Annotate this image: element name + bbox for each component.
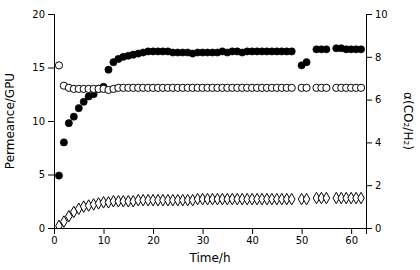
tick: 15 <box>32 62 54 73</box>
tick-mark <box>252 228 253 234</box>
point <box>288 193 295 204</box>
tick-label: 0 <box>375 223 381 234</box>
point <box>70 113 77 120</box>
axis-line <box>367 15 373 229</box>
tick: 2 <box>366 180 381 191</box>
point <box>357 46 364 53</box>
tick-label: 5 <box>39 169 45 180</box>
tick: 6 <box>366 94 381 105</box>
x-axis: 0 10 20 30 40 50 60 <box>51 228 366 246</box>
axis-line <box>55 229 367 235</box>
point <box>323 46 330 53</box>
tick-label: 20 <box>32 9 45 20</box>
tick-mark <box>351 228 352 234</box>
chart: 0 10 20 30 40 50 60 0 5 10 15 20 0 2 4 6 8 10 Time/h Permea… <box>0 0 420 270</box>
point <box>358 192 365 203</box>
tick-mark <box>366 100 372 101</box>
tick-mark <box>48 68 54 69</box>
tick-label: 10 <box>98 235 111 246</box>
tick: 10 <box>366 9 388 20</box>
point <box>55 172 62 179</box>
point <box>60 139 67 146</box>
tick-label: 15 <box>32 62 45 73</box>
tick-mark <box>302 228 303 234</box>
tick-mark <box>203 228 204 234</box>
tick-label: 30 <box>197 235 210 246</box>
tick-mark <box>366 57 372 58</box>
tick: 20 <box>32 9 54 20</box>
point <box>303 193 310 204</box>
tick-label: 0 <box>39 223 45 234</box>
tick-label: 2 <box>375 180 381 191</box>
tick-label: 4 <box>375 137 381 148</box>
point <box>65 120 72 127</box>
tick: 10 <box>32 116 54 127</box>
tick-label: 8 <box>375 52 381 63</box>
tick: 8 <box>366 52 381 63</box>
tick-label: 40 <box>246 235 259 246</box>
point <box>55 62 62 69</box>
x-axis-title: Time/h <box>188 251 230 265</box>
tick-label: 10 <box>32 116 45 127</box>
tick-label: 0 <box>51 235 57 246</box>
tick: 60 <box>345 228 358 246</box>
point <box>303 59 310 66</box>
point <box>288 84 295 91</box>
tick-label: 6 <box>375 94 381 105</box>
y2-axis-title: α(CO₂/H₂) <box>401 92 415 150</box>
tick-label: 60 <box>345 235 358 246</box>
tick: 0 <box>51 228 57 246</box>
tick-mark <box>153 228 154 234</box>
tick: 0 <box>366 223 381 234</box>
point <box>323 84 330 91</box>
tick-mark <box>48 228 54 229</box>
tick-mark <box>48 175 54 176</box>
tick-mark <box>366 228 372 229</box>
tick: 40 <box>246 228 259 246</box>
series <box>55 45 364 180</box>
point <box>105 66 112 73</box>
tick-label: 50 <box>296 235 309 246</box>
tick-mark <box>366 142 372 143</box>
tick: 4 <box>366 137 381 148</box>
y-axis-title: Permeance/GPU <box>3 73 17 169</box>
point <box>323 192 330 203</box>
point <box>303 84 310 91</box>
series <box>56 192 365 228</box>
tick-label: 20 <box>147 235 160 246</box>
point <box>75 105 82 112</box>
tick: 10 <box>98 228 111 246</box>
y2-axis: 0 2 4 6 8 10 <box>366 9 388 234</box>
point <box>357 84 364 91</box>
tick: 0 <box>39 223 54 234</box>
tick-mark <box>48 121 54 122</box>
tick-mark <box>48 14 54 15</box>
tick-label: 10 <box>375 9 388 20</box>
tick: 30 <box>197 228 210 246</box>
tick: 5 <box>39 169 54 180</box>
point <box>288 48 295 55</box>
tick-mark <box>366 185 372 186</box>
plot: 0 10 20 30 40 50 60 0 5 10 15 20 0 2 4 6 8 10 <box>32 9 387 246</box>
series <box>55 62 364 94</box>
marks <box>55 45 364 228</box>
y-axis: 0 5 10 15 20 <box>32 9 54 234</box>
tick-mark <box>104 228 105 234</box>
axis-line <box>48 15 55 229</box>
tick: 50 <box>296 228 309 246</box>
tick-mark <box>366 14 372 15</box>
tick: 20 <box>147 228 160 246</box>
